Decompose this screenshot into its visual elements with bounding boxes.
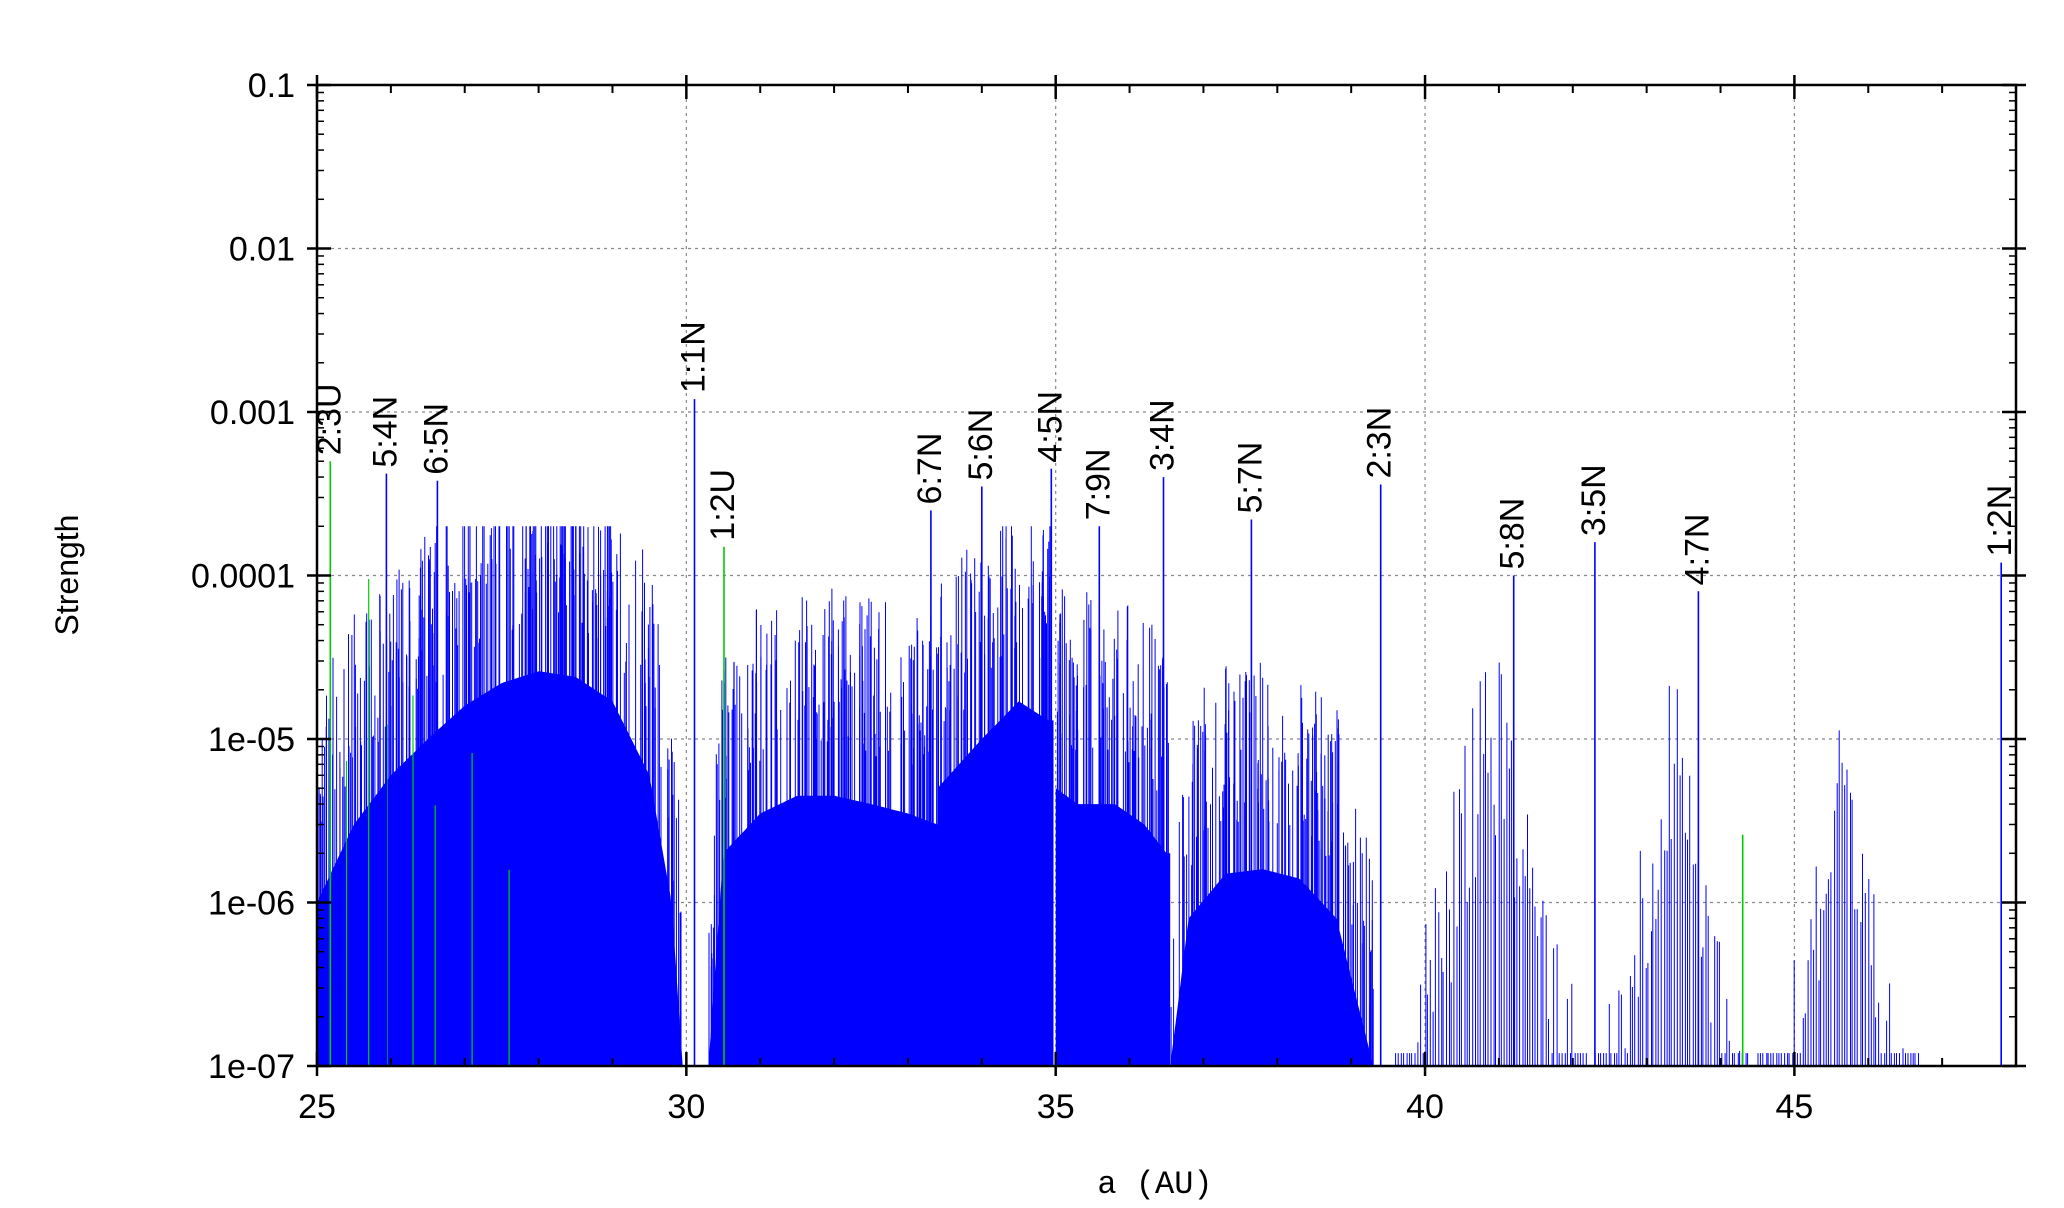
x-tick-label: 35: [1037, 1088, 1075, 1126]
x-tick-label: 30: [667, 1088, 705, 1126]
x-axis-title: a (AU): [1097, 1166, 1212, 1203]
x-tick-label: 45: [1775, 1088, 1813, 1126]
resonance-label: 1:2N: [1981, 485, 2019, 557]
y-tick-label: 0.1: [248, 67, 295, 105]
tick-labels: 25 30 35 40 45 1e-07 1e-06 1e-05 0.0001 0.001 0.01…: [191, 67, 1813, 1126]
resonance-label: 5:6N: [962, 409, 1000, 481]
resonance-label: 1:1N: [674, 321, 712, 393]
resonance-label: 5:8N: [1494, 498, 1532, 570]
resonance-label: 3:4N: [1144, 399, 1182, 471]
axes: [307, 75, 2026, 1076]
data-bands: [317, 526, 1919, 1066]
y-tick-label: 1e-05: [208, 721, 295, 759]
data-spikes: [329, 399, 2002, 1066]
resonance-label: 5:4N: [366, 396, 404, 468]
resonance-label: 2:3N: [1361, 407, 1399, 479]
resonance-labels: 2:3U 5:4N 6:5N 1:1N 1:2U 6:7N 5:6N 4:5N 7:9N 3:4N…: [310, 321, 2019, 585]
resonance-label: 6:7N: [911, 433, 949, 505]
y-tick-label: 0.0001: [191, 558, 295, 596]
y-tick-label: 1e-06: [208, 885, 295, 923]
y-tick-label: 0.001: [210, 394, 295, 432]
resonance-label: 7:9N: [1079, 448, 1117, 520]
resonance-label: 3:5N: [1575, 464, 1613, 536]
resonance-label: 5:7N: [1231, 442, 1269, 514]
y-axis-title: Strength: [49, 515, 85, 636]
resonance-label: 4:5N: [1031, 391, 1069, 463]
resonance-label: 1:2U: [704, 469, 742, 541]
resonance-label: 2:3U: [310, 383, 348, 455]
y-tick-label: 0.01: [229, 231, 295, 269]
x-tick-label: 25: [298, 1088, 336, 1126]
resonance-label: 6:5N: [417, 403, 455, 475]
y-tick-label: 1e-07: [208, 1048, 295, 1086]
x-tick-label: 40: [1406, 1088, 1444, 1126]
resonance-label: 4:7N: [1678, 514, 1716, 586]
